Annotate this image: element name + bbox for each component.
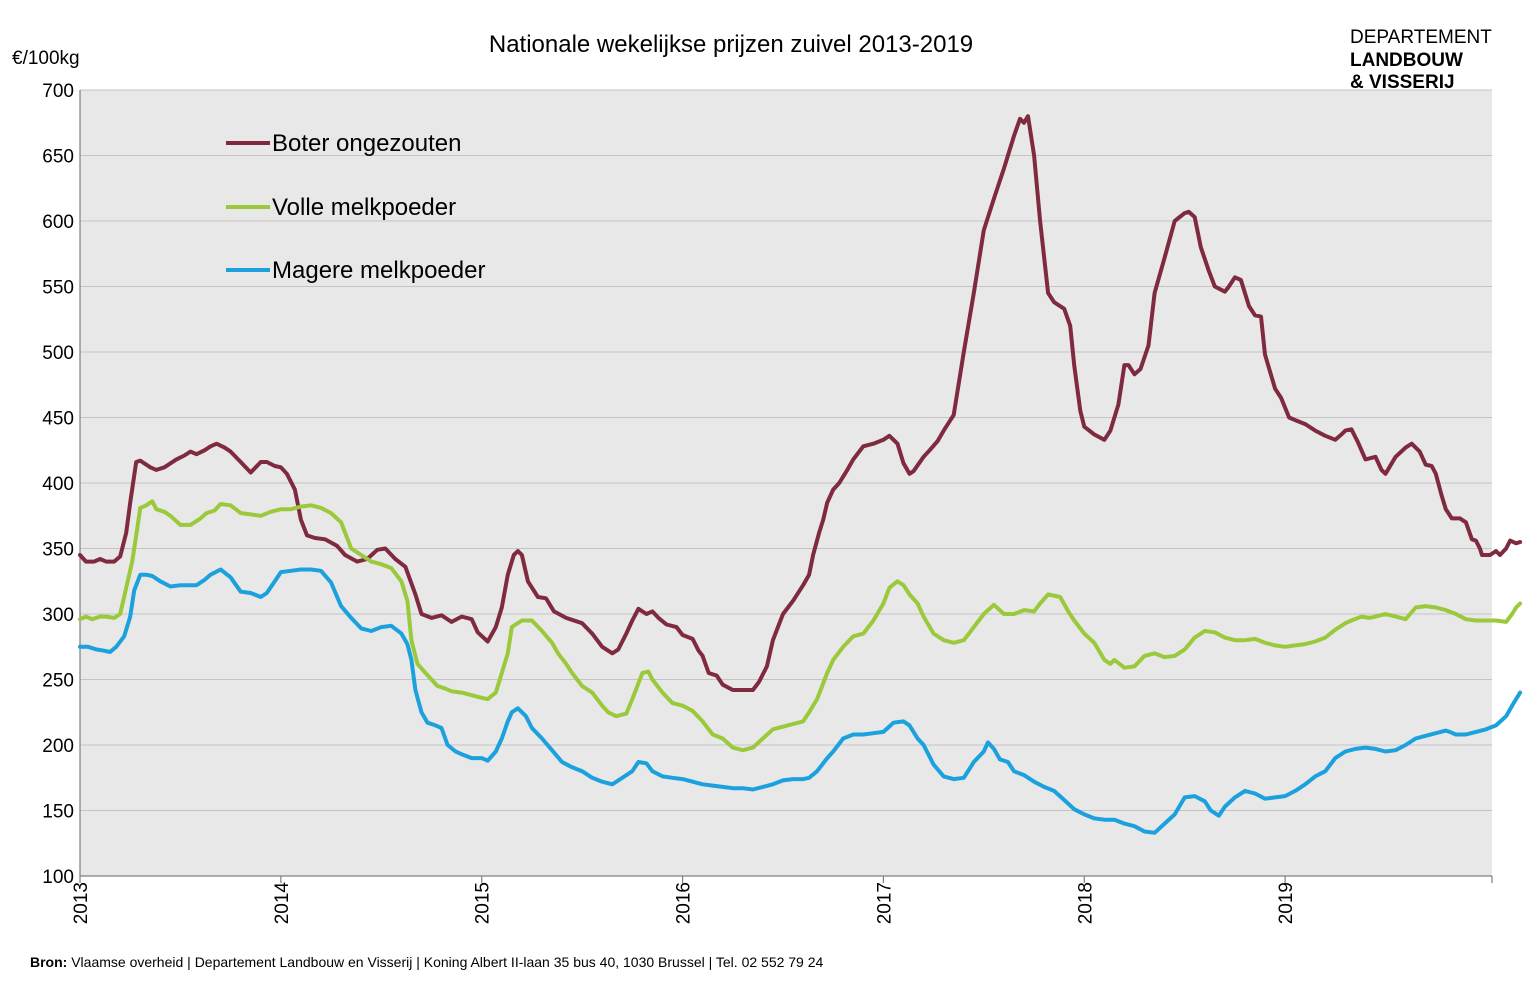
series-line-magere-melkpoeder [78, 567, 1523, 835]
y-tick-label: 650 [42, 147, 74, 168]
axes: 100 150 200 250 300 350 400 450 500 550 600 650 700 2… [42, 81, 1493, 925]
y-tick-label: 350 [42, 540, 74, 561]
y-tick-label: 200 [42, 736, 74, 757]
series-lines [78, 114, 1523, 835]
x-tick-label: 2018 [1075, 882, 1096, 924]
y-tick-label: 150 [42, 802, 74, 823]
y-tick-label: 450 [42, 409, 74, 430]
y-tick-label: 100 [42, 867, 74, 888]
source-text: Vlaamse overheid | Departement Landbouw … [71, 954, 824, 970]
legend-item: Magere melkpoeder [226, 257, 485, 284]
source-footnote: Bron: Vlaamse overheid | Departement Lan… [30, 954, 823, 970]
x-tick-label: 2013 [71, 882, 92, 924]
x-tick-label: 2017 [874, 882, 895, 924]
logo-line-1: DEPARTEMENT [1350, 27, 1492, 48]
x-tick-label: 2016 [674, 882, 695, 924]
y-tick-label: 600 [42, 212, 74, 233]
y-tick-label: 300 [42, 605, 74, 626]
chart-title: Nationale wekelijkse prijzen zuivel 2013… [489, 31, 973, 58]
department-logo: DEPARTEMENT LANDBOUW & VISSERIJ [1350, 27, 1492, 93]
legend-item: Volle melkpoeder [226, 194, 456, 221]
logo-line-3: & VISSERIJ [1350, 72, 1455, 93]
legend-label: Volle melkpoeder [272, 194, 456, 221]
x-tick-label: 2019 [1276, 882, 1297, 924]
x-tick-label: 2014 [272, 882, 293, 925]
legend-label: Boter ongezouten [272, 130, 461, 157]
y-tick-label: 550 [42, 278, 74, 299]
legend-item: Boter ongezouten [226, 130, 461, 157]
series-line-boter-ongezouten [78, 114, 1523, 692]
gridlines [80, 89, 1492, 811]
y-axis-unit: €/100kg [12, 48, 80, 69]
y-tick-label: 250 [42, 671, 74, 692]
x-tick-label: 2015 [473, 882, 494, 924]
series-line-volle-melkpoeder [78, 499, 1523, 753]
y-tick-label: 400 [42, 474, 74, 495]
legend: Boter ongezouten Volle melkpoeder Magere m… [226, 130, 485, 284]
source-label: Bron: [30, 954, 68, 970]
y-tick-label: 700 [42, 81, 74, 102]
legend-label: Magere melkpoeder [272, 257, 485, 284]
logo-line-2: LANDBOUW [1350, 50, 1463, 71]
y-tick-label: 500 [42, 343, 74, 364]
